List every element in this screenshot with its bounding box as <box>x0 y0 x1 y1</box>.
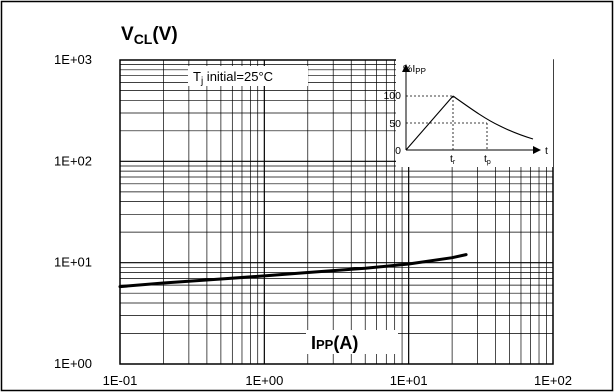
x-axis-title-background <box>306 330 398 354</box>
y-tick-label: 1E+03 <box>54 52 92 67</box>
inset-x-tick-tp-sub: p <box>487 159 491 166</box>
pulse-waveform-inset: %IPP 100 50 0 tr tp t <box>383 59 553 167</box>
inset-x-tick-tp: tp <box>484 153 491 166</box>
y-axis-title-main: V <box>121 24 134 45</box>
inset-pulse-rise <box>405 95 454 151</box>
inset-x-tick-tr-main: t <box>450 153 453 165</box>
x-axis-title-sub: PP <box>316 337 334 352</box>
y-axis-title-sub: CL <box>134 31 153 47</box>
series-line <box>118 253 468 289</box>
temperature-annotation-sub: j <box>200 76 203 87</box>
inset-x-tick-tp-main: t <box>484 153 487 165</box>
x-axis-title: IPP(A) <box>311 333 358 353</box>
inset-pulse-decay <box>452 95 534 140</box>
inset-background <box>396 59 553 167</box>
inset-y-tick-100: 100 <box>383 90 401 102</box>
temperature-annotation-rest: initial=25°C <box>203 69 273 84</box>
inset-x-label: t <box>545 145 548 157</box>
temperature-annotation-background <box>188 66 308 86</box>
y-axis-title: VCL(V) <box>121 24 178 47</box>
series-layer <box>118 253 468 289</box>
x-axis-title-main: I <box>311 333 316 353</box>
y-tick-labels: 1E+00 1E+01 1E+02 1E+03 <box>54 52 92 371</box>
inset-x-tick-tr: tr <box>450 153 456 166</box>
x-tick-label: 1E+00 <box>245 373 283 388</box>
x-tick-label: 1E+01 <box>390 373 428 388</box>
inset-y-tick-50: 50 <box>389 118 401 130</box>
minor-grid <box>120 60 553 364</box>
temperature-annotation-main: T <box>193 69 201 84</box>
y-tick-label: 1E+01 <box>54 255 92 270</box>
plot-area-border <box>119 59 554 365</box>
x-tick-label: 1E+02 <box>534 373 572 388</box>
inset-y-label-sub: PP <box>415 67 426 76</box>
inset-y-label: %IPP <box>403 63 426 76</box>
inset-y-axis-arrow <box>402 64 410 72</box>
y-tick-label: 1E+02 <box>54 153 92 168</box>
x-tick-label: 1E-01 <box>103 373 138 388</box>
inset-x-tick-tr-sub: r <box>453 159 456 166</box>
x-axis-title-unit: (A) <box>333 333 358 353</box>
y-tick-label: 1E+00 <box>54 356 92 371</box>
y-axis-title-unit: (V) <box>152 24 177 45</box>
x-tick-labels: 1E-01 1E+00 1E+01 1E+02 <box>103 373 572 388</box>
temperature-annotation: Tj initial=25°C <box>193 69 273 87</box>
inset-x-axis-arrow <box>533 146 541 154</box>
inset-y-tick-0: 0 <box>395 145 401 157</box>
inset-y-label-main: %I <box>403 63 415 75</box>
